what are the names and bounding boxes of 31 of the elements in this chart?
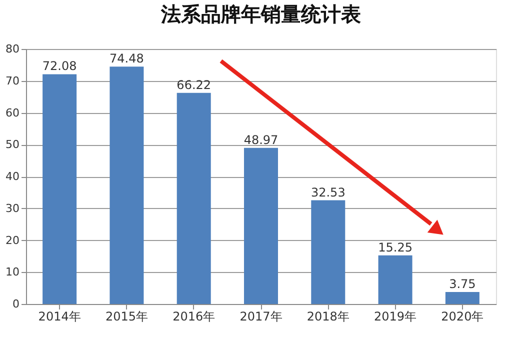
y-tick-label: 0 [12,298,20,310]
y-tick-label: 30 [6,202,20,215]
bar [244,148,278,304]
bar [311,200,346,304]
chart-title: 法系品牌年销量统计表 [160,2,361,26]
y-tick-label: 10 [6,266,20,279]
bar [176,92,211,304]
y-tick-label: 40 [6,170,20,183]
bar [445,292,480,304]
y-tick-label: 50 [6,138,20,152]
data-label: 32.53 [310,185,346,200]
x-tick-label: 2016年 [172,310,216,324]
y-tick-label: 60 [6,106,20,120]
x-tick-label: 2017年 [240,310,282,324]
bar [110,66,144,304]
bar [378,255,412,304]
x-tick-label: 2014年 [38,310,81,324]
data-label: 48.97 [244,132,278,147]
y-tick-label: 80 [6,42,20,56]
x-tick-label: 2019年 [374,310,417,324]
data-label: 3.75 [449,277,476,292]
y-tick-label: 70 [6,74,20,88]
data-label: 15.25 [378,240,412,254]
x-tick-label: 2018年 [306,310,350,324]
y-tick-label: 20 [6,234,20,247]
data-label: 74.48 [110,52,144,66]
bar [42,74,77,304]
data-label: 72.08 [42,59,77,74]
x-tick-label: 2015年 [105,310,148,324]
x-tick-label: 2020年 [441,310,484,324]
data-label: 66.22 [176,78,212,92]
